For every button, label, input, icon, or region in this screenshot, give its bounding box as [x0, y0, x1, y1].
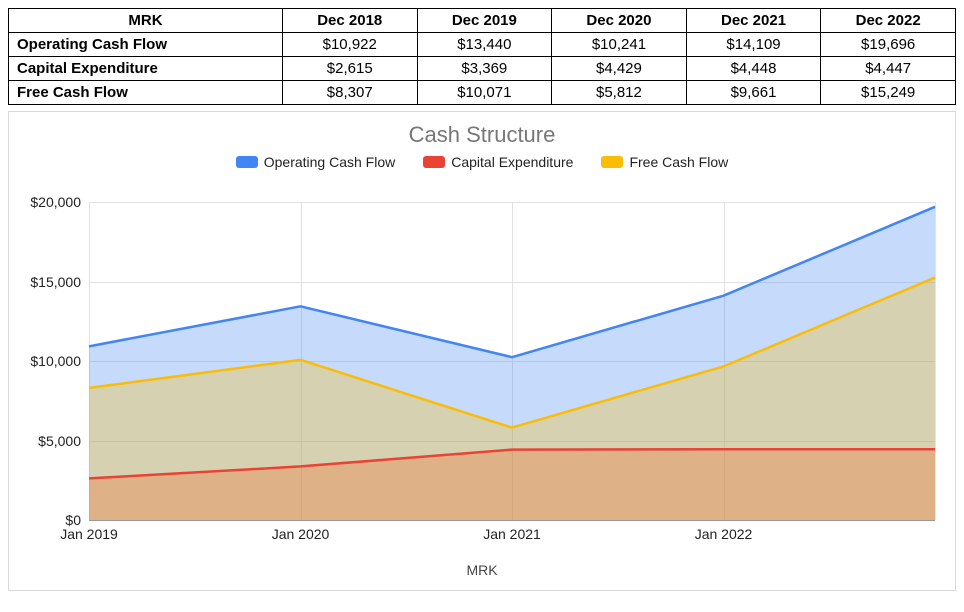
table-col-header: Dec 2019 [417, 9, 552, 33]
table-col-header: Dec 2018 [282, 9, 417, 33]
cell: $10,922 [282, 33, 417, 57]
legend-item-fcf: Free Cash Flow [601, 154, 728, 170]
cell: $10,071 [417, 81, 552, 105]
row-label: Free Cash Flow [9, 81, 283, 105]
cell: $14,109 [686, 33, 821, 57]
cell: $5,812 [552, 81, 687, 105]
table-corner-header: MRK [9, 9, 283, 33]
cell: $3,369 [417, 57, 552, 81]
legend-swatch-icon [236, 156, 258, 168]
legend-item-capex: Capital Expenditure [423, 154, 573, 170]
table-row: Operating Cash Flow $10,922 $13,440 $10,… [9, 33, 956, 57]
x-tick-label: Jan 2021 [483, 526, 541, 542]
cell: $10,241 [552, 33, 687, 57]
table-header-row: MRK Dec 2018 Dec 2019 Dec 2020 Dec 2021 … [9, 9, 956, 33]
row-label: Operating Cash Flow [9, 33, 283, 57]
legend-label: Operating Cash Flow [264, 154, 396, 170]
y-tick-label: $15,000 [30, 274, 81, 290]
cell: $4,448 [686, 57, 821, 81]
legend-swatch-icon [423, 156, 445, 168]
cell: $4,447 [821, 57, 956, 81]
cash-structure-chart: Cash Structure Operating Cash Flow Capit… [8, 111, 956, 591]
chart-title: Cash Structure [9, 112, 955, 154]
y-tick-label: $20,000 [30, 194, 81, 210]
series-svg [89, 202, 935, 520]
legend-label: Free Cash Flow [629, 154, 728, 170]
cell: $13,440 [417, 33, 552, 57]
table-col-header: Dec 2020 [552, 9, 687, 33]
cell: $4,429 [552, 57, 687, 81]
x-tick-label: Jan 2020 [272, 526, 330, 542]
plot-area: $0$5,000$10,000$15,000$20,000Jan 2019Jan… [89, 202, 935, 520]
legend-label: Capital Expenditure [451, 154, 573, 170]
x-axis-baseline [89, 520, 935, 521]
legend-swatch-icon [601, 156, 623, 168]
cell: $9,661 [686, 81, 821, 105]
row-label: Capital Expenditure [9, 57, 283, 81]
cell: $19,696 [821, 33, 956, 57]
x-axis-title: MRK [9, 562, 955, 578]
cell: $2,615 [282, 57, 417, 81]
table-col-header: Dec 2021 [686, 9, 821, 33]
legend-item-operating: Operating Cash Flow [236, 154, 396, 170]
table-col-header: Dec 2022 [821, 9, 956, 33]
y-tick-label: $5,000 [38, 433, 81, 449]
cash-flow-table: MRK Dec 2018 Dec 2019 Dec 2020 Dec 2021 … [8, 8, 956, 105]
cell: $8,307 [282, 81, 417, 105]
x-tick-label: Jan 2022 [695, 526, 753, 542]
x-tick-label: Jan 2019 [60, 526, 118, 542]
table-row: Free Cash Flow $8,307 $10,071 $5,812 $9,… [9, 81, 956, 105]
cell: $15,249 [821, 81, 956, 105]
gridline-vertical [935, 202, 936, 520]
chart-legend: Operating Cash Flow Capital Expenditure … [9, 154, 955, 180]
table-row: Capital Expenditure $2,615 $3,369 $4,429… [9, 57, 956, 81]
y-tick-label: $10,000 [30, 353, 81, 369]
